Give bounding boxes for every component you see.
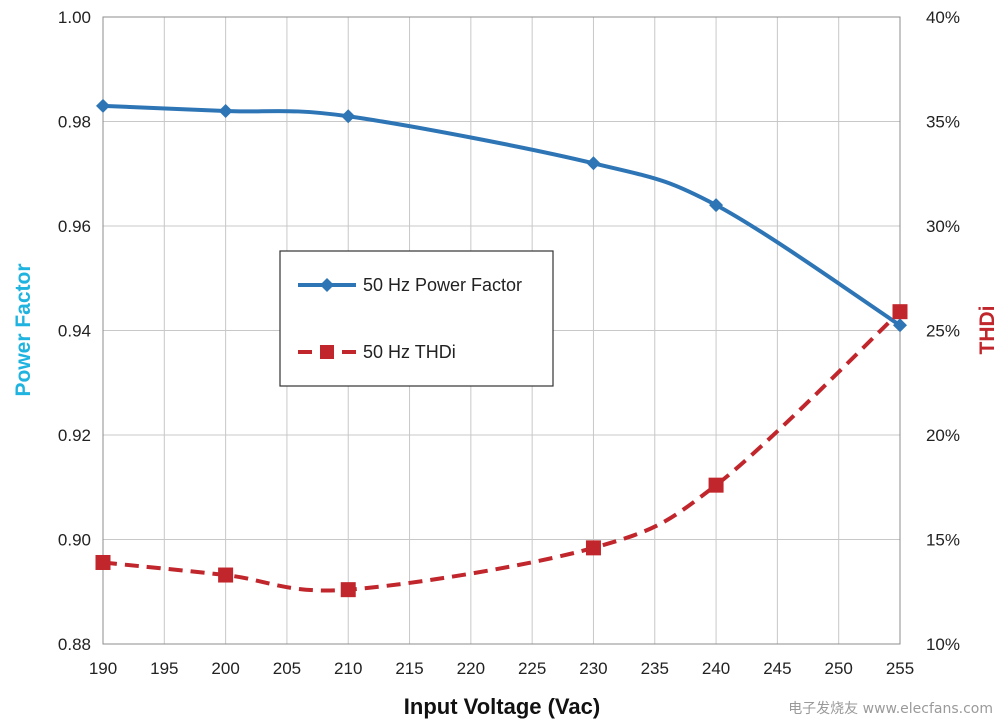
right-y-axis-ticks: 10% 15% 20% 25% 30% 35% 40% xyxy=(926,8,960,654)
right-y-tick-label: 40% xyxy=(926,8,960,27)
right-y-tick-label: 30% xyxy=(926,217,960,236)
right-y-tick-label: 20% xyxy=(926,426,960,445)
left-y-tick-label: 0.92 xyxy=(58,426,91,445)
x-tick-label: 200 xyxy=(211,659,239,678)
x-tick-label: 250 xyxy=(825,659,853,678)
left-y-tick-label: 0.94 xyxy=(58,322,91,341)
left-y-tick-label: 1.00 xyxy=(58,8,91,27)
data-point-50-hz-power-factor xyxy=(218,104,233,119)
data-point-50-hz-thdi xyxy=(95,554,111,570)
x-tick-label: 205 xyxy=(273,659,301,678)
legend-label-thdi: 50 Hz THDi xyxy=(363,342,456,362)
data-point-50-hz-thdi xyxy=(585,540,601,556)
data-point-50-hz-power-factor xyxy=(893,318,907,333)
legend-item-power-factor: 50 Hz Power Factor xyxy=(298,275,522,295)
left-y-axis-label: Power Factor xyxy=(12,263,35,396)
data-point-50-hz-power-factor xyxy=(96,98,110,113)
data-point-50-hz-power-factor xyxy=(709,198,724,213)
legend-marker-square xyxy=(320,345,334,359)
legend-label-power-factor: 50 Hz Power Factor xyxy=(363,275,522,295)
x-tick-label: 220 xyxy=(457,659,485,678)
left-y-tick-label: 0.96 xyxy=(58,217,91,236)
x-tick-label: 245 xyxy=(763,659,791,678)
x-tick-label: 215 xyxy=(395,659,423,678)
watermark: 电子发烧友 www.elecfans.com xyxy=(788,701,993,717)
x-tick-label: 255 xyxy=(886,659,914,678)
x-tick-label: 230 xyxy=(579,659,607,678)
x-tick-label: 195 xyxy=(150,659,178,678)
legend-box xyxy=(279,250,554,387)
left-y-tick-label: 0.88 xyxy=(58,635,91,654)
x-axis-ticks: 190 195 200 205 210 215 220 225 230 235 240 245 250 2… xyxy=(89,659,914,678)
x-tick-label: 225 xyxy=(518,659,546,678)
right-y-tick-label: 25% xyxy=(926,322,960,341)
data-point-50-hz-power-factor xyxy=(341,109,356,124)
data-point-50-hz-thdi xyxy=(708,477,724,493)
data-point-50-hz-thdi xyxy=(218,567,234,583)
right-y-tick-label: 10% xyxy=(926,635,960,654)
left-y-tick-label: 0.90 xyxy=(58,531,91,550)
left-y-tick-label: 0.98 xyxy=(58,113,91,132)
x-axis-label: Input Voltage (Vac) xyxy=(404,694,600,719)
series-layer xyxy=(95,98,908,598)
legend: 50 Hz Power Factor 50 Hz THDi xyxy=(279,250,554,387)
right-y-tick-label: 35% xyxy=(926,113,960,132)
left-y-axis-ticks: 0.88 0.90 0.92 0.94 0.96 0.98 1.00 xyxy=(58,8,91,654)
legend-marker-diamond xyxy=(320,278,334,292)
right-y-tick-label: 15% xyxy=(926,531,960,550)
x-tick-label: 210 xyxy=(334,659,362,678)
x-tick-label: 240 xyxy=(702,659,730,678)
data-point-50-hz-thdi xyxy=(340,582,356,598)
data-point-50-hz-power-factor xyxy=(586,156,601,171)
x-tick-label: 235 xyxy=(641,659,669,678)
right-y-axis-label: THDi xyxy=(976,306,999,355)
legend-item-thdi: 50 Hz THDi xyxy=(298,342,456,362)
data-point-50-hz-thdi xyxy=(892,304,908,320)
x-tick-label: 190 xyxy=(89,659,117,678)
